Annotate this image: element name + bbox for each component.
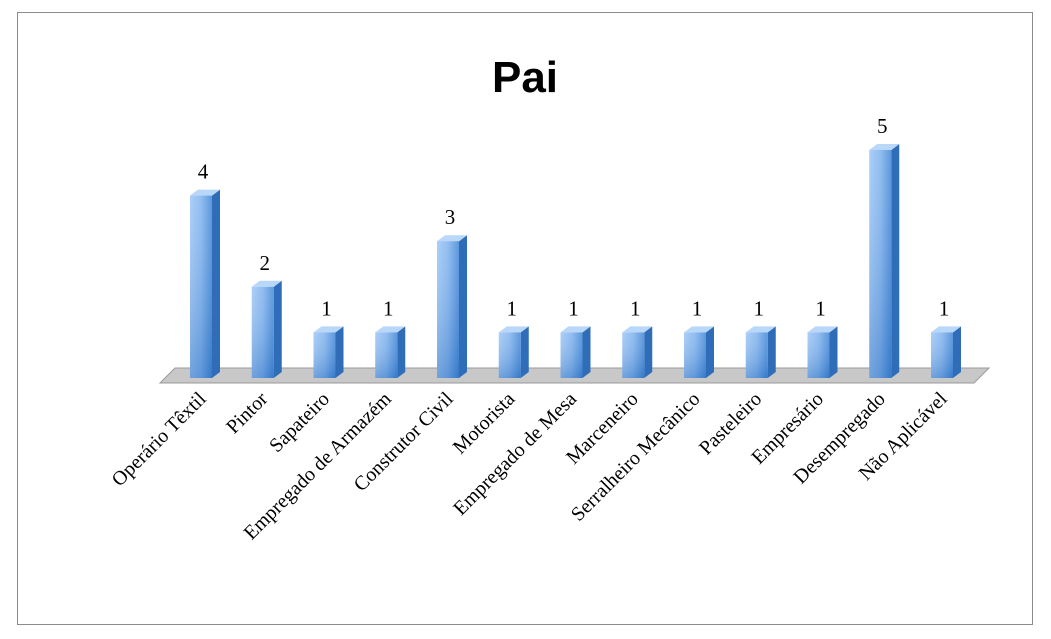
bar-shade [251, 286, 274, 378]
value-label: 1 [507, 296, 518, 320]
bar-top [869, 144, 900, 150]
bar [684, 326, 714, 378]
value-label: 4 [198, 160, 209, 184]
bar-side [520, 326, 529, 378]
chart-title: Pai [492, 53, 558, 102]
bar-top [251, 280, 282, 287]
value-label: 1 [939, 296, 950, 320]
bar-top [560, 326, 591, 333]
bar [190, 189, 220, 378]
bar-side [459, 235, 467, 378]
bar-shade [869, 150, 892, 378]
bar-top [437, 235, 467, 242]
bar-shade [313, 332, 336, 378]
bar-shade [931, 332, 953, 378]
bar-top [498, 326, 529, 333]
bar-side [582, 326, 591, 378]
value-label: 1 [321, 296, 332, 320]
bar-shade [745, 332, 768, 378]
bar-side [212, 189, 220, 378]
bar [437, 235, 467, 378]
bar-shade [622, 332, 645, 378]
bar [375, 326, 406, 378]
bar-shade [375, 332, 398, 378]
bar-top [622, 326, 653, 333]
value-label: 1 [692, 296, 703, 320]
bar-shade [498, 332, 521, 378]
bar [251, 280, 282, 378]
bar [869, 144, 900, 378]
bar-shade [190, 195, 212, 378]
bar-side [767, 326, 776, 378]
bar-shade [807, 332, 830, 378]
bar-shade [437, 241, 459, 378]
bar-side [953, 326, 961, 378]
bar-side [829, 326, 838, 378]
bar-top [313, 326, 344, 333]
value-label: 2 [260, 251, 271, 275]
value-label: 1 [383, 296, 394, 320]
bar [498, 326, 529, 378]
bar-side [273, 280, 282, 378]
bar-top [684, 326, 714, 333]
bar-top [375, 326, 406, 333]
bar-top [190, 189, 220, 196]
bar [313, 326, 344, 378]
bar-top [931, 326, 961, 333]
bar-side [397, 326, 406, 378]
bar [560, 326, 591, 378]
bar-side [335, 326, 344, 378]
bar-side [644, 326, 653, 378]
bar [807, 326, 838, 378]
chart-border [17, 12, 1033, 625]
value-label: 3 [445, 205, 456, 229]
bar-shade [684, 332, 706, 378]
bar-side [706, 326, 714, 378]
value-label: 1 [630, 296, 641, 320]
value-label: 1 [568, 296, 579, 320]
bar-top [745, 326, 776, 333]
value-label: 1 [815, 296, 826, 320]
bar [745, 326, 776, 378]
value-label: 5 [877, 114, 888, 138]
bar [622, 326, 653, 378]
bar-shade [560, 332, 583, 378]
value-label: 1 [754, 296, 765, 320]
bar [931, 326, 961, 378]
bar-side [891, 144, 900, 378]
bar-top [807, 326, 838, 333]
